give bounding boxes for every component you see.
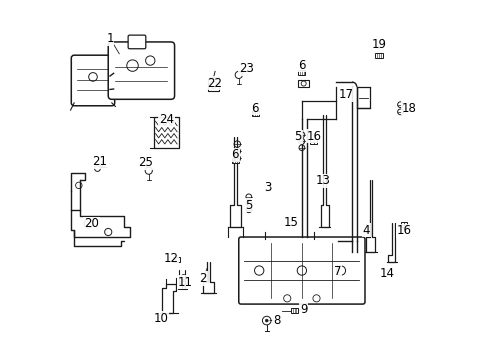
Text: 6: 6 (298, 59, 305, 72)
Bar (172, 257, 180, 262)
Text: 4: 4 (362, 224, 369, 237)
Bar (207, 78, 218, 91)
Text: 16: 16 (396, 224, 411, 238)
Text: 1: 1 (106, 32, 114, 45)
Text: 21: 21 (92, 155, 106, 168)
Text: 2: 2 (199, 272, 206, 285)
FancyBboxPatch shape (71, 55, 115, 106)
Text: 7: 7 (333, 265, 341, 278)
Text: 15: 15 (283, 216, 298, 229)
Text: 9: 9 (299, 303, 307, 316)
Text: 23: 23 (238, 62, 253, 75)
Text: 5: 5 (244, 199, 252, 212)
Text: 6: 6 (251, 102, 259, 115)
Text: 20: 20 (84, 217, 99, 230)
Text: 25: 25 (138, 156, 153, 169)
Text: 16: 16 (305, 130, 321, 143)
FancyBboxPatch shape (238, 237, 364, 304)
Text: 14: 14 (379, 267, 394, 280)
Text: 10: 10 (154, 311, 168, 325)
Text: 17: 17 (338, 88, 353, 101)
FancyBboxPatch shape (128, 35, 145, 49)
Text: 8: 8 (272, 314, 280, 327)
Text: 3: 3 (264, 181, 271, 194)
Text: 13: 13 (315, 174, 329, 187)
Circle shape (94, 166, 100, 171)
Text: 24: 24 (159, 113, 173, 126)
Bar (310, 139, 316, 144)
Text: 18: 18 (401, 102, 416, 115)
Text: 6: 6 (231, 148, 239, 161)
Text: 5: 5 (294, 130, 302, 144)
Text: 19: 19 (371, 38, 386, 51)
Bar (290, 309, 298, 314)
Bar (231, 158, 238, 163)
Text: 22: 22 (207, 77, 222, 90)
Bar (298, 80, 308, 87)
Bar (400, 222, 407, 227)
FancyBboxPatch shape (108, 42, 174, 99)
Text: 11: 11 (178, 276, 192, 289)
Circle shape (264, 319, 268, 322)
Bar (375, 53, 382, 58)
Text: 12: 12 (163, 252, 178, 265)
Bar (298, 70, 305, 75)
Bar (251, 111, 258, 116)
